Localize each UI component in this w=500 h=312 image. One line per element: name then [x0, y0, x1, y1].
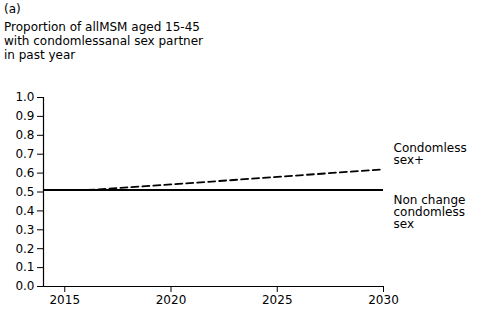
svg-text:0.7: 0.7 — [15, 147, 34, 161]
svg-text:2030: 2030 — [368, 293, 399, 307]
svg-text:0.6: 0.6 — [15, 166, 34, 180]
svg-text:0.4: 0.4 — [15, 204, 34, 218]
svg-text:2020: 2020 — [156, 293, 187, 307]
svg-text:0.8: 0.8 — [15, 128, 34, 142]
svg-text:Condomlesssex+: Condomlesssex+ — [394, 141, 467, 167]
svg-text:0.9: 0.9 — [15, 109, 34, 123]
html-text:(a): (a) — [4, 2, 21, 16]
svg-text:1.0: 1.0 — [15, 90, 34, 104]
svg-text:2015: 2015 — [49, 293, 80, 307]
svg-text:Non changecondomlesssex: Non changecondomlesssex — [394, 193, 466, 231]
html-text:Proportion of allMSM aged 15-4: Proportion of allMSM aged 15-45 with con… — [4, 20, 203, 62]
svg-text:0.0: 0.0 — [15, 279, 34, 293]
svg-text:0.3: 0.3 — [15, 223, 34, 237]
svg-text:0.1: 0.1 — [15, 260, 34, 274]
svg-text:2025: 2025 — [262, 293, 293, 307]
svg-text:0.5: 0.5 — [15, 185, 34, 199]
svg-text:0.2: 0.2 — [15, 242, 34, 256]
